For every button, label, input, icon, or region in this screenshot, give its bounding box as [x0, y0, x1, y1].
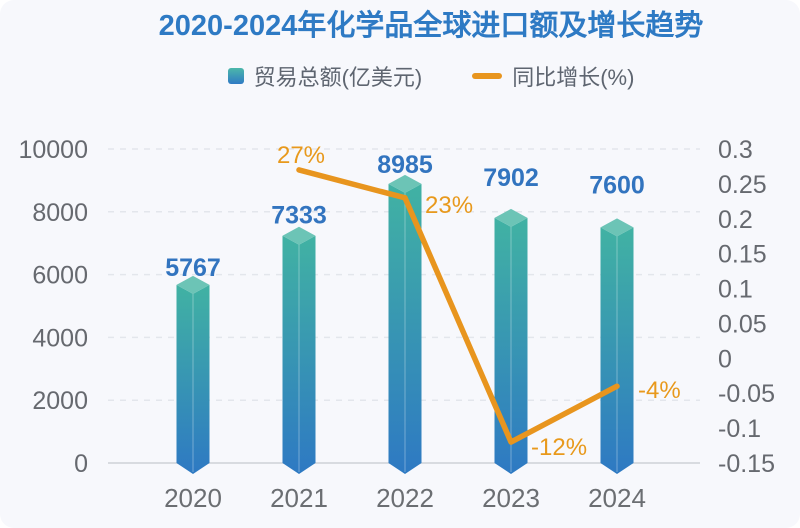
bar-body[interactable] [600, 227, 634, 474]
bar-cap [282, 226, 316, 245]
legend: 贸易总额(亿美元) 同比增长(%) [62, 60, 800, 92]
bar-value-label: 5767 [165, 254, 221, 282]
bar-series-swatch-icon [227, 67, 244, 84]
legend-item-yoy-growth[interactable]: 同比增长(%) [472, 60, 634, 92]
line-point-label: -4% [638, 377, 681, 404]
right-axis-tick-label: 0.15 [718, 241, 767, 269]
line-point-label: 23% [425, 192, 473, 219]
bar-cap [600, 218, 634, 237]
line-series-swatch-icon [472, 72, 503, 79]
left-axis-tick-label: 4000 [32, 324, 88, 352]
right-axis-tick-label: 0 [718, 345, 732, 373]
left-axis-tick-label: 8000 [32, 199, 88, 227]
left-axis-tick-label: 6000 [32, 262, 88, 290]
x-axis-label: 2023 [482, 483, 540, 513]
bar-value-label: 7902 [483, 164, 539, 192]
x-axis-label: 2024 [588, 483, 646, 513]
bar-2024[interactable] [600, 218, 634, 474]
right-axis-tick-label: 0.25 [718, 171, 767, 199]
bar-2020[interactable] [176, 275, 210, 474]
left-axis-tick-label: 0 [74, 450, 88, 478]
bar-body[interactable] [282, 235, 316, 474]
bar-cap [494, 208, 528, 227]
right-axis-tick-label: -0.15 [718, 450, 775, 478]
right-axis-tick-label: 0.05 [718, 310, 767, 338]
line-point-label: -12% [531, 434, 587, 461]
x-axis-label: 2022 [376, 483, 434, 513]
chart-header: 2020-2024年化学品全球进口额及增长趋势 贸易总额(亿美元) 同比增长(%… [0, 0, 800, 92]
bar-2023[interactable] [494, 208, 528, 474]
bar-2022[interactable] [388, 174, 422, 474]
x-axis-label: 2020 [164, 483, 222, 513]
bar-cap [176, 275, 210, 294]
right-axis-tick-label: 0.2 [718, 206, 753, 234]
legend-label-trade-total: 贸易总额(亿美元) [253, 64, 423, 90]
bar-body[interactable] [494, 217, 528, 474]
right-axis-tick-label: -0.1 [718, 415, 761, 443]
bar-body[interactable] [176, 284, 210, 474]
bar-value-label: 7600 [589, 171, 645, 199]
line-point-label: 27% [277, 142, 325, 169]
bar-value-label: 7333 [271, 202, 327, 230]
growth-line[interactable] [296, 167, 620, 445]
bar-cap [388, 174, 422, 193]
x-axis-label: 2021 [270, 483, 328, 513]
bar-body[interactable] [388, 183, 422, 474]
right-axis-tick-label: -0.05 [718, 380, 775, 408]
bar-2021[interactable] [282, 226, 316, 474]
legend-label-yoy-growth: 同比增长(%) [512, 64, 635, 90]
legend-item-trade-total[interactable]: 贸易总额(亿美元) [227, 60, 423, 92]
right-axis-tick-label: 0.1 [718, 276, 753, 304]
bar-value-label: 8985 [377, 151, 433, 179]
left-axis-tick-label: 2000 [32, 387, 88, 415]
right-axis-tick-label: 0.3 [718, 136, 753, 164]
chart-title: 2020-2024年化学品全球进口额及增长趋势 [158, 10, 704, 42]
left-axis-tick-label: 10000 [18, 136, 88, 164]
